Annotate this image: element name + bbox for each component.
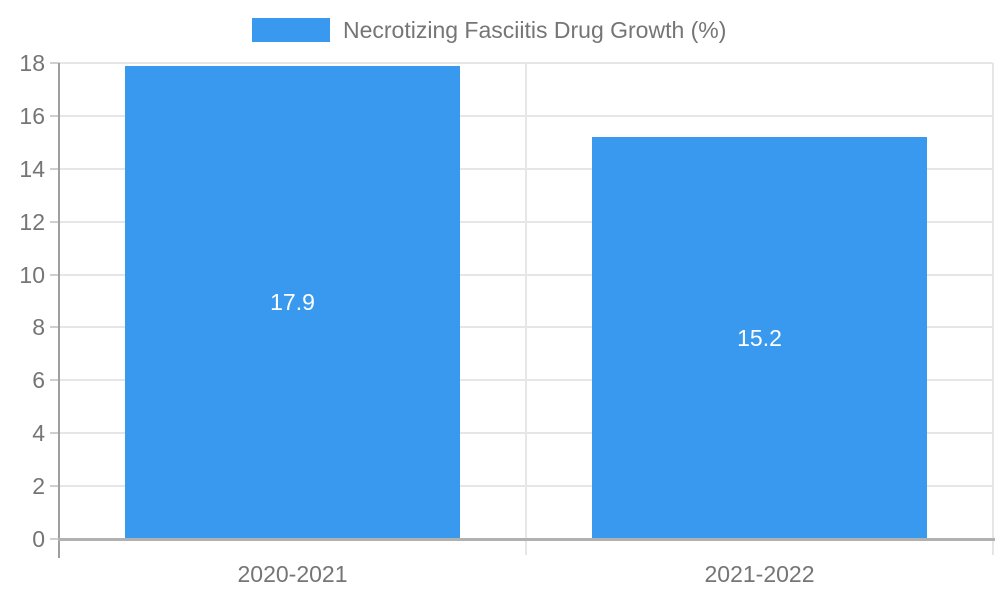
y-axis-label: 4 [32,420,45,447]
y-axis-label: 10 [19,261,45,288]
y-axis-label: 18 [19,50,45,76]
y-axis-label: 12 [19,208,45,235]
y-tick [50,432,59,435]
x-axis-label: 2021-2022 [704,561,815,587]
y-tick [50,485,59,488]
y-axis-label: 2 [32,473,45,500]
legend-label: Necrotizing Fasciitis Drug Growth (%) [343,16,727,43]
bar[interactable] [125,65,460,538]
y-tick [50,538,59,540]
y-tick [50,114,59,117]
bar[interactable] [592,137,927,538]
y-tick [50,326,59,329]
y-tick [50,62,59,64]
x-gridline [525,63,527,555]
chart-legend[interactable]: Necrotizing Fasciitis Drug Growth (%) [252,16,726,44]
y-axis-label: 16 [19,102,45,129]
y-axis-label: 0 [32,526,45,552]
bar-value-label: 17.9 [270,289,315,316]
y-tick [50,379,59,382]
bar-value-label: 15.2 [737,325,782,352]
y-axis-label: 14 [19,155,45,182]
y-axis-label: 8 [32,314,45,341]
y-tick [50,167,59,170]
y-tick [50,220,59,223]
x-axis-line [58,538,995,541]
y-axis-label: 6 [32,367,45,394]
legend-swatch [252,18,330,42]
y-tick [50,273,59,276]
x-gridline [992,63,994,555]
y-axis-line [58,63,60,558]
x-axis-label: 2020-2021 [237,561,348,587]
